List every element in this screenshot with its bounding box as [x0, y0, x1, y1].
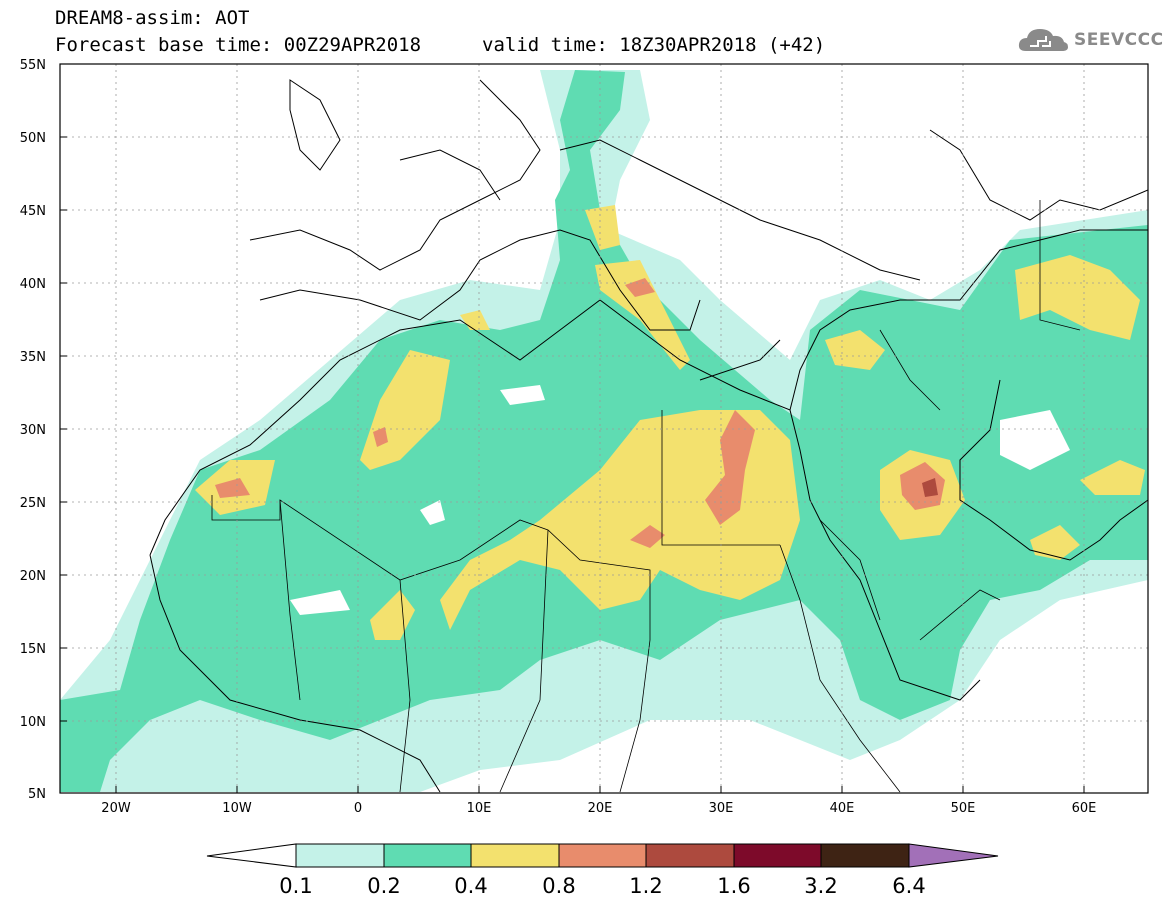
aot-band-0.8 [215, 478, 250, 498]
colorbar-low-arrow [206, 843, 297, 868]
aot-band-0.8 [373, 427, 388, 447]
lon-label: 10E [467, 801, 492, 816]
aot-low-patch [420, 500, 445, 525]
colorbar-label: 3.2 [804, 874, 837, 898]
colorbar-label: 0.4 [454, 874, 487, 898]
aot-band-0.8 [630, 525, 665, 548]
lon-label: 0 [354, 801, 362, 816]
map-title: DREAM8-assim: AOT [55, 7, 250, 29]
aot-band-0.4 [585, 205, 620, 250]
colorbar-swatch [645, 843, 735, 868]
colorbar-labels: 0.1 0.2 0.4 0.8 1.2 1.6 3.2 6.4 [279, 874, 925, 898]
country-borders [211, 200, 1081, 793]
lat-label: 15N [20, 642, 46, 657]
lon-label: 30E [709, 801, 734, 816]
lon-label: 40E [830, 801, 855, 816]
colorbar-label: 0.1 [279, 874, 312, 898]
axis-ticks [60, 63, 1085, 793]
lon-labels: 20W 10W 0 10E 20E 30E 40E 50E 60E [101, 801, 1096, 816]
aot-low-patch [290, 590, 350, 615]
lat-label: 45N [20, 204, 46, 219]
lat-label: 50N [20, 131, 46, 146]
lat-label: 10N [20, 715, 46, 730]
colorbar-label: 6.4 [892, 874, 925, 898]
lat-label: 55N [20, 58, 46, 73]
aot-band-0.4 [1015, 255, 1140, 340]
colorbar-label: 0.2 [367, 874, 400, 898]
lon-label: 20W [101, 801, 131, 816]
aot-band-0.4 [825, 330, 885, 370]
colorbar [206, 843, 999, 868]
aot-band-0.8 [900, 462, 945, 510]
aot-band-1.2 [922, 478, 938, 497]
lon-label: 60E [1072, 801, 1097, 816]
colorbar-high-arrow [908, 843, 999, 868]
valid-time: valid time: 18Z30APR2018 (+42) [482, 34, 826, 56]
graticule [60, 64, 1148, 793]
colorbar-swatch [295, 843, 385, 868]
lat-label: 35N [20, 350, 46, 365]
aot-low-patch [500, 385, 545, 405]
lon-label: 50E [951, 801, 976, 816]
colorbar-swatch [820, 843, 910, 868]
cloud-icon [1018, 29, 1068, 51]
lat-label: 30N [20, 423, 46, 438]
lat-label: 20N [20, 569, 46, 584]
logo-text: SEEVCCC [1074, 30, 1164, 50]
coastlines [149, 79, 1148, 793]
aot-band-0.4 [1030, 525, 1080, 560]
colorbar-swatch [470, 843, 560, 868]
lat-label: 40N [20, 277, 46, 292]
aot-low-patch [1000, 410, 1070, 470]
lon-label: 20E [588, 801, 613, 816]
colorbar-swatch [383, 843, 472, 868]
colorbar-swatch [733, 843, 822, 868]
lat-labels: 55N 50N 45N 40N 35N 30N 25N 20N 15N 10N … [20, 58, 46, 802]
lat-label: 25N [20, 496, 46, 511]
forecast-base-time: Forecast base time: 00Z29APR2018 [55, 34, 422, 56]
lat-label: 5N [28, 787, 46, 802]
colorbar-label: 0.8 [542, 874, 575, 898]
seevccc-logo: SEEVCCC [1016, 24, 1163, 56]
aot-band-0.4 [1080, 460, 1145, 495]
lon-label: 10W [222, 801, 252, 816]
colorbar-swatch [558, 843, 647, 868]
colorbar-label: 1.6 [717, 874, 750, 898]
aot-band-0.8 [625, 278, 655, 297]
aot-band-0.8 [705, 410, 755, 525]
colorbar-label: 1.2 [629, 874, 662, 898]
